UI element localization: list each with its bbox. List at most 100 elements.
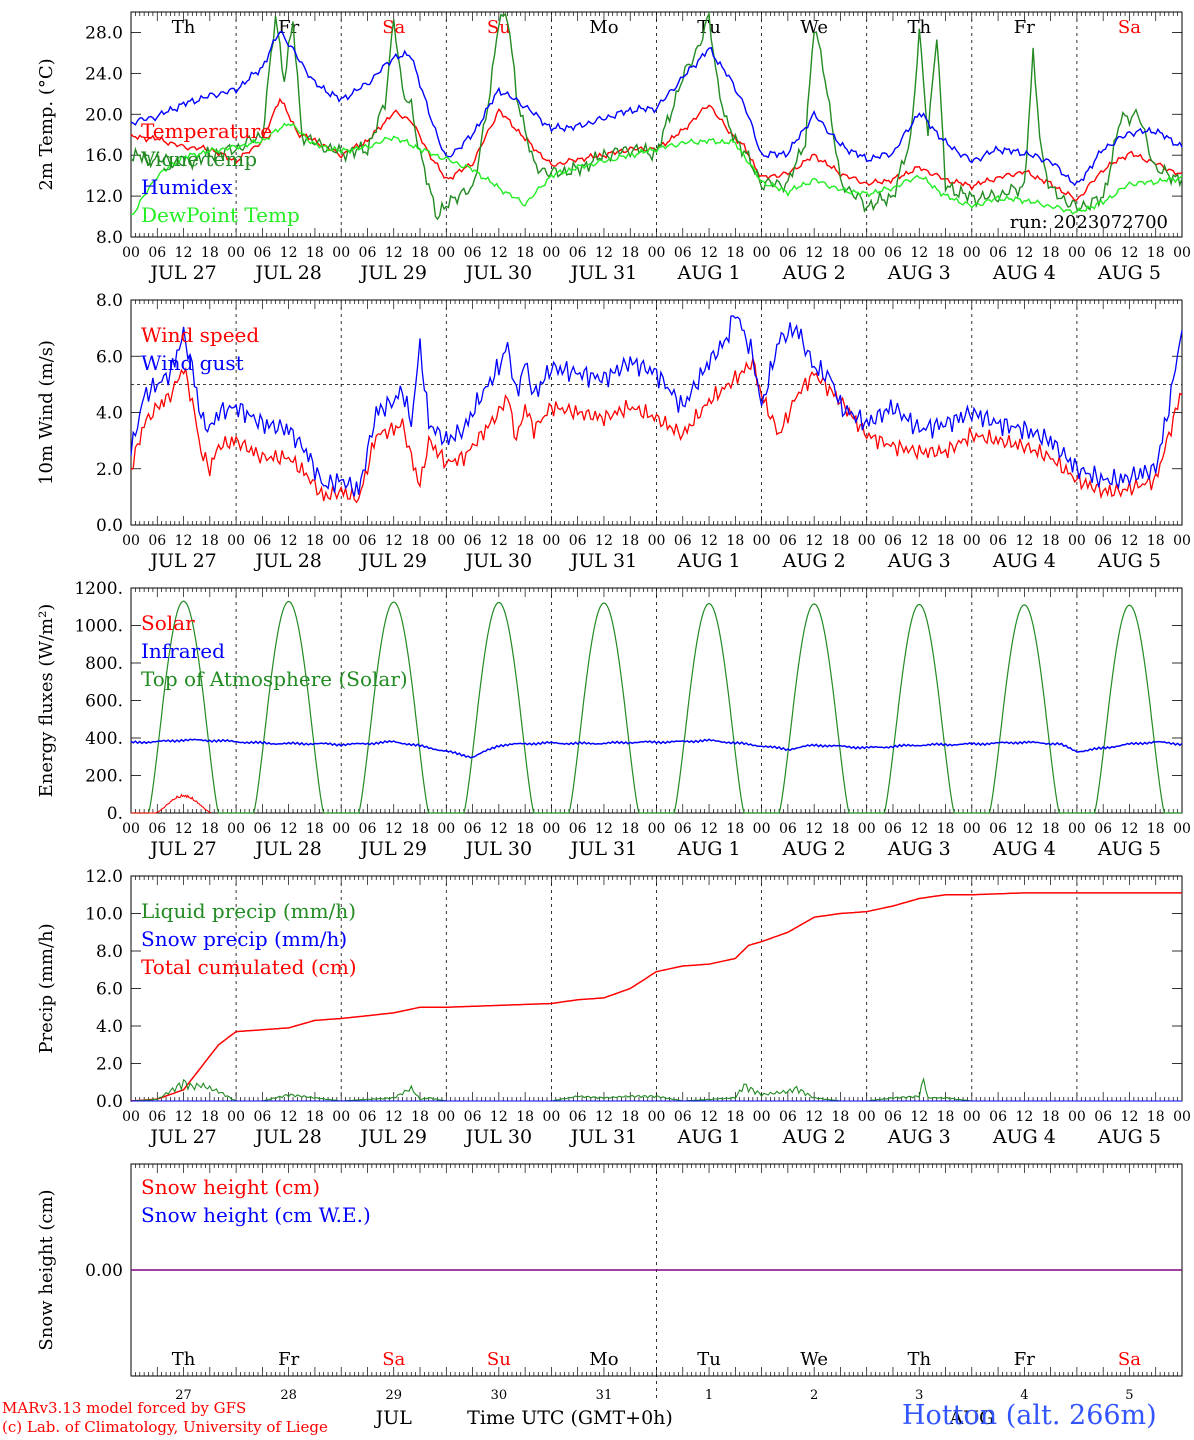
hour-tick-label: 12 bbox=[1121, 245, 1139, 261]
hour-tick-label: 18 bbox=[832, 245, 850, 261]
date-label: AUG 3 bbox=[887, 838, 951, 860]
day-name-bottom: Fr bbox=[278, 1349, 299, 1370]
day-name-top: Fr bbox=[1014, 17, 1035, 38]
hour-tick-label: 00 bbox=[542, 245, 560, 261]
y-tick-label: 12.0 bbox=[85, 187, 123, 207]
hour-tick-label: 12 bbox=[700, 245, 718, 261]
hour-tick-label: 18 bbox=[516, 821, 534, 837]
y-tick-label: 4.0 bbox=[96, 1017, 123, 1037]
date-label: JUL 27 bbox=[148, 1126, 216, 1148]
hour-tick-label: 00 bbox=[437, 821, 455, 837]
hour-tick-label: 18 bbox=[516, 1109, 534, 1125]
y-tick-label: 24.0 bbox=[85, 64, 123, 84]
hour-tick-label: 18 bbox=[726, 821, 744, 837]
series-dewpoint-temp bbox=[130, 122, 1183, 216]
date-label: JUL 28 bbox=[253, 1126, 321, 1148]
day-number: 2 bbox=[810, 1388, 818, 1403]
hour-tick-label: 00 bbox=[1068, 821, 1086, 837]
y-tick-label: 16.0 bbox=[85, 146, 123, 166]
hour-tick-label: 06 bbox=[989, 533, 1007, 549]
hour-tick-label: 12 bbox=[1015, 1109, 1033, 1125]
hour-tick-label: 18 bbox=[306, 1109, 324, 1125]
hour-tick-label: 06 bbox=[464, 533, 482, 549]
hour-tick-label: 06 bbox=[989, 245, 1007, 261]
hour-tick-label: 18 bbox=[1147, 1109, 1165, 1125]
day-number: 28 bbox=[280, 1388, 297, 1403]
hour-tick-label: 12 bbox=[280, 1109, 298, 1125]
hour-tick-label: 12 bbox=[490, 1109, 508, 1125]
hour-tick-label: 00 bbox=[858, 533, 876, 549]
hour-tick-label: 00 bbox=[542, 1109, 560, 1125]
legend-entry: Snow height (cm W.E.) bbox=[141, 1203, 371, 1227]
date-label: AUG 5 bbox=[1097, 262, 1161, 284]
date-label: JUL 27 bbox=[148, 550, 216, 572]
hour-tick-label: 18 bbox=[201, 1109, 219, 1125]
hour-tick-label: 18 bbox=[201, 533, 219, 549]
hour-tick-label: 12 bbox=[910, 821, 928, 837]
y-axis-label: Precip (mm/h) bbox=[36, 923, 57, 1053]
hour-tick-label: 18 bbox=[1147, 245, 1165, 261]
day-name-top: Mo bbox=[589, 17, 618, 38]
hour-tick-label: 00 bbox=[437, 533, 455, 549]
series-solar bbox=[131, 793, 212, 814]
hour-tick-label: 18 bbox=[201, 245, 219, 261]
hour-tick-label: 12 bbox=[1121, 1109, 1139, 1125]
hour-tick-label: 00 bbox=[1173, 821, 1191, 837]
day-number: 3 bbox=[915, 1388, 923, 1403]
hour-tick-label: 18 bbox=[1147, 821, 1165, 837]
hour-tick-label: 18 bbox=[306, 245, 324, 261]
hour-tick-label: 12 bbox=[1121, 821, 1139, 837]
hour-tick-label: 00 bbox=[1068, 1109, 1086, 1125]
day-name-bottom: Th bbox=[172, 1349, 196, 1370]
date-label: JUL 30 bbox=[464, 838, 532, 860]
legend-entry: Snow height (cm) bbox=[141, 1175, 320, 1199]
y-tick-label: 400. bbox=[85, 729, 123, 749]
hour-tick-label: 06 bbox=[464, 1109, 482, 1125]
hour-tick-label: 00 bbox=[227, 245, 245, 261]
hour-tick-label: 00 bbox=[963, 1109, 981, 1125]
hour-tick-label: 06 bbox=[884, 1109, 902, 1125]
hour-tick-label: 12 bbox=[175, 821, 193, 837]
hour-tick-label: 00 bbox=[753, 245, 771, 261]
date-label: AUG 4 bbox=[992, 262, 1056, 284]
hour-tick-label: 06 bbox=[359, 1109, 377, 1125]
hour-tick-label: 18 bbox=[1147, 533, 1165, 549]
hour-tick-label: 12 bbox=[490, 821, 508, 837]
date-label: AUG 2 bbox=[782, 838, 846, 860]
y-tick-label: 800. bbox=[85, 654, 123, 674]
hour-tick-label: 06 bbox=[569, 533, 587, 549]
hour-tick-label: 18 bbox=[306, 821, 324, 837]
hour-tick-label: 18 bbox=[411, 533, 429, 549]
hour-tick-label: 12 bbox=[280, 821, 298, 837]
legend-entry: Solar bbox=[141, 611, 195, 635]
hour-tick-label: 18 bbox=[516, 245, 534, 261]
day-name-top: Sa bbox=[1118, 17, 1141, 38]
date-label: JUL 28 bbox=[253, 262, 321, 284]
legend-entry: Wind gust bbox=[141, 351, 244, 375]
legend-entry: Temperature bbox=[141, 119, 272, 143]
series-top-of-atmosphere bbox=[131, 600, 1182, 814]
hour-tick-label: 06 bbox=[779, 821, 797, 837]
date-label: AUG 4 bbox=[992, 1126, 1056, 1148]
hour-tick-label: 18 bbox=[411, 245, 429, 261]
hour-tick-label: 12 bbox=[595, 1109, 613, 1125]
hour-tick-label: 06 bbox=[359, 533, 377, 549]
date-label: JUL 31 bbox=[569, 1126, 637, 1148]
y-tick-label: 10.0 bbox=[85, 905, 123, 925]
date-label: JUL 29 bbox=[359, 838, 427, 860]
hour-tick-label: 06 bbox=[989, 821, 1007, 837]
hour-tick-label: 12 bbox=[385, 533, 403, 549]
hour-tick-label: 18 bbox=[201, 821, 219, 837]
hour-tick-label: 06 bbox=[989, 1109, 1007, 1125]
date-label: AUG 5 bbox=[1097, 1126, 1161, 1148]
hour-tick-label: 12 bbox=[805, 245, 823, 261]
hour-tick-label: 12 bbox=[910, 533, 928, 549]
date-label: AUG 2 bbox=[782, 262, 846, 284]
hour-tick-label: 00 bbox=[227, 1109, 245, 1125]
date-label: JUL 31 bbox=[569, 838, 637, 860]
hour-tick-label: 12 bbox=[805, 533, 823, 549]
hour-tick-label: 00 bbox=[437, 1109, 455, 1125]
hour-tick-label: 00 bbox=[437, 245, 455, 261]
date-label: JUL 30 bbox=[464, 550, 532, 572]
legend-entry: Liquid precip (mm/h) bbox=[141, 899, 356, 923]
